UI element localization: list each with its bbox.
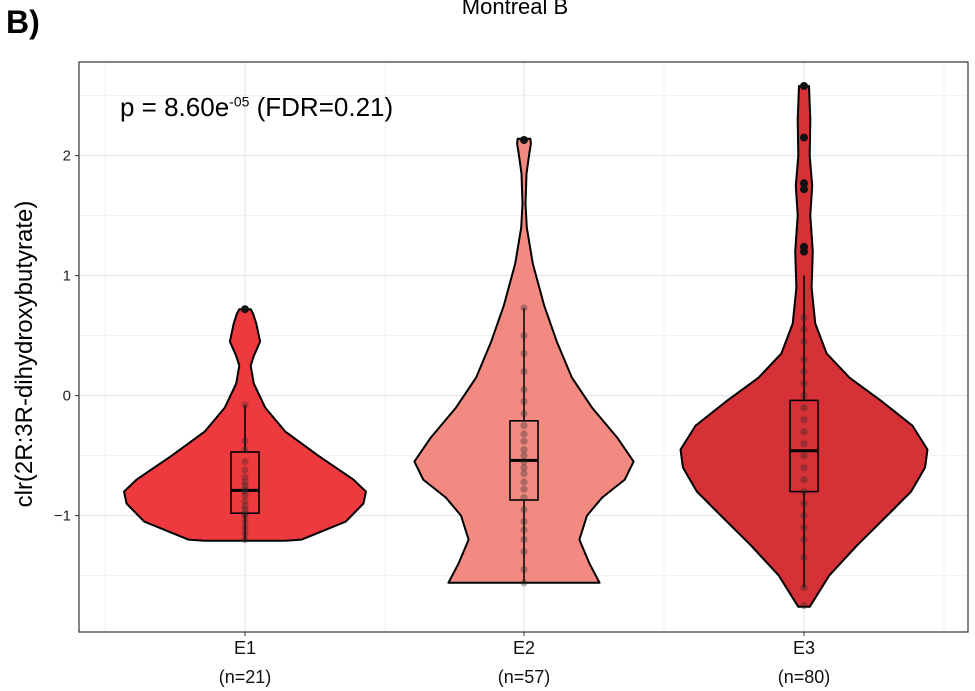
data-point: [800, 356, 808, 364]
y-tick-label: 2: [63, 148, 71, 165]
data-point: [800, 440, 808, 448]
data-point: [800, 314, 808, 322]
data-point: [241, 437, 249, 445]
x-tick-label: E3: [793, 638, 815, 658]
data-point: [520, 430, 528, 438]
data-point: [800, 247, 808, 256]
data-point: [520, 579, 528, 587]
data-point: [520, 332, 528, 340]
p-value-exponent: -05: [229, 93, 250, 110]
data-point: [241, 536, 249, 544]
y-tick-label: 0: [63, 388, 71, 405]
data-point: [800, 368, 808, 376]
data-point: [520, 136, 528, 144]
data-point: [800, 185, 808, 194]
data-point: [520, 536, 528, 544]
data-point: [800, 404, 808, 412]
fdr-text: (FDR=0.21): [249, 92, 394, 122]
data-point: [520, 437, 528, 445]
data-point: [800, 452, 808, 460]
data-point: [241, 458, 249, 466]
data-point: [520, 446, 528, 454]
data-point: [520, 422, 528, 430]
data-point: [800, 584, 808, 592]
data-point: [520, 548, 528, 556]
data-point: [800, 554, 808, 562]
data-point: [520, 350, 528, 358]
data-point: [241, 478, 249, 486]
x-tick-label: E2: [513, 638, 535, 658]
data-point: [800, 464, 808, 472]
data-point: [520, 386, 528, 394]
data-point: [520, 410, 528, 418]
chart-title: Montreal B: [461, 0, 569, 19]
data-point: [800, 536, 808, 544]
data-point: [520, 304, 528, 312]
x-tick-count-label: (n=21): [219, 667, 272, 687]
data-point: [241, 530, 249, 538]
data-point: [800, 82, 808, 90]
data-point: [520, 478, 528, 486]
data-point: [241, 488, 249, 496]
data-point: [800, 476, 808, 484]
data-point: [800, 133, 808, 142]
x-tick-count-label: (n=57): [498, 667, 551, 687]
data-point: [520, 485, 528, 493]
data-point: [520, 452, 528, 460]
data-point: [241, 491, 249, 499]
y-tick-label: 1: [63, 268, 71, 285]
data-point: [800, 428, 808, 436]
data-point: [800, 326, 808, 334]
data-point: [241, 518, 249, 526]
data-point: [241, 473, 249, 481]
data-point: [520, 494, 528, 502]
data-point: [241, 401, 249, 409]
data-point: [520, 368, 528, 376]
p-value-annotation: p = 8.60e-05 (FDR=0.21): [120, 92, 393, 123]
data-point: [520, 464, 528, 472]
data-point: [800, 511, 808, 520]
y-tick-label: −1: [54, 508, 71, 525]
data-point: [800, 500, 808, 508]
p-value-prefix: p = 8.60e: [120, 92, 230, 122]
data-point: [241, 485, 249, 493]
data-point: [800, 416, 808, 424]
data-point: [241, 446, 249, 454]
x-tick-label: E1: [234, 638, 256, 658]
x-tick-count-label: (n=80): [778, 667, 831, 687]
data-point: [800, 524, 808, 532]
data-point: [520, 506, 528, 514]
data-point: [241, 502, 249, 510]
data-point: [241, 524, 249, 532]
data-point: [241, 466, 249, 474]
data-point: [520, 398, 528, 406]
data-point: [800, 380, 808, 388]
data-point: [241, 506, 249, 514]
data-point: [520, 470, 528, 478]
data-point: [520, 526, 528, 534]
data-point: [800, 179, 808, 188]
box-E1: [230, 451, 260, 515]
data-point: [520, 518, 528, 526]
data-point: [800, 338, 808, 346]
data-point: [241, 511, 249, 520]
data-point: [520, 458, 528, 466]
data-point: [241, 497, 249, 505]
data-point: [520, 566, 528, 574]
data-point: [241, 482, 249, 490]
panel-label: B): [6, 4, 40, 40]
data-point: [800, 602, 808, 610]
box-E3: [789, 399, 819, 493]
data-point: [800, 392, 808, 400]
data-point: [800, 488, 808, 496]
data-point: [241, 305, 249, 314]
data-point: [241, 509, 249, 517]
